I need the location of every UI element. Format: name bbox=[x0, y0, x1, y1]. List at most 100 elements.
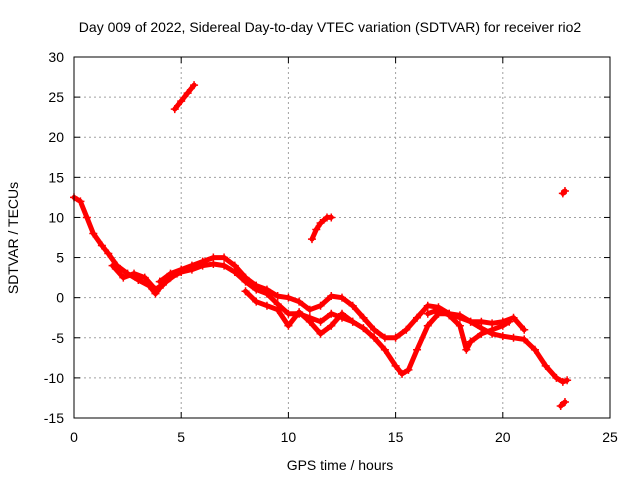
data-point bbox=[520, 335, 529, 344]
x-tick-label: 15 bbox=[388, 429, 404, 445]
y-tick-label: 15 bbox=[48, 169, 64, 185]
data-point bbox=[284, 309, 293, 318]
data-point bbox=[273, 292, 282, 301]
series-arc-low-a bbox=[108, 261, 181, 294]
y-axis-label: SDTVAR / TECUs bbox=[5, 182, 21, 294]
data-point bbox=[477, 317, 486, 326]
data-point bbox=[230, 261, 239, 270]
data-point bbox=[241, 287, 250, 296]
data-point bbox=[404, 365, 413, 374]
data-point bbox=[172, 269, 181, 278]
y-tick-label: 20 bbox=[48, 129, 64, 145]
x-axis-label: GPS time / hours bbox=[287, 457, 394, 473]
data-point bbox=[556, 401, 565, 410]
data-point bbox=[498, 332, 507, 341]
data-point bbox=[295, 297, 304, 306]
data-point bbox=[177, 97, 186, 106]
data-point bbox=[402, 325, 411, 334]
data-point bbox=[498, 321, 507, 330]
data-point bbox=[327, 309, 336, 318]
data-point bbox=[391, 361, 400, 370]
data-point bbox=[505, 317, 514, 326]
x-tick-label: 0 bbox=[70, 429, 78, 445]
y-tick-label: -10 bbox=[44, 370, 64, 386]
series-arc-late-a bbox=[423, 305, 514, 354]
plot-frame bbox=[73, 56, 611, 419]
data-point bbox=[462, 345, 471, 354]
data-point bbox=[359, 324, 368, 333]
x-tick-label: 20 bbox=[495, 429, 511, 445]
data-point bbox=[140, 273, 149, 282]
data-point bbox=[370, 325, 379, 334]
data-point bbox=[252, 281, 261, 290]
data-point bbox=[413, 345, 422, 354]
data-point bbox=[380, 333, 389, 342]
data-point bbox=[558, 377, 567, 386]
data-point bbox=[563, 376, 572, 385]
data-point bbox=[162, 277, 171, 286]
x-tick-label: 10 bbox=[281, 429, 297, 445]
data-point bbox=[423, 301, 432, 310]
x-tick-label: 5 bbox=[177, 429, 185, 445]
data-point bbox=[209, 253, 218, 262]
data-point bbox=[295, 308, 304, 317]
data-point bbox=[552, 373, 561, 382]
series-trace bbox=[425, 307, 512, 353]
data-point bbox=[509, 313, 518, 322]
data-point bbox=[455, 313, 464, 322]
data-point bbox=[466, 337, 475, 346]
data-point bbox=[434, 305, 443, 314]
data-point bbox=[104, 249, 113, 258]
data-point bbox=[316, 301, 325, 310]
data-point bbox=[151, 285, 160, 294]
data-point bbox=[284, 321, 293, 330]
data-point bbox=[312, 225, 321, 234]
data-point bbox=[398, 369, 407, 378]
data-point bbox=[177, 265, 186, 274]
data-point bbox=[307, 235, 316, 244]
data-point bbox=[190, 81, 199, 90]
data-point bbox=[241, 273, 250, 282]
y-tick-label: -5 bbox=[52, 330, 65, 346]
data-point bbox=[530, 345, 539, 354]
y-tick-label: 5 bbox=[56, 250, 64, 266]
data-point bbox=[560, 186, 569, 195]
data-point bbox=[520, 325, 529, 334]
data-point bbox=[359, 313, 368, 322]
data-point bbox=[305, 305, 314, 314]
data-point bbox=[477, 329, 486, 338]
data-point bbox=[327, 292, 336, 301]
y-tick-label: -15 bbox=[44, 410, 64, 426]
data-point bbox=[413, 313, 422, 322]
data-point bbox=[423, 309, 432, 318]
data-point bbox=[327, 321, 336, 330]
series-arc-isolated-b bbox=[556, 397, 569, 410]
data-point bbox=[119, 273, 128, 282]
series-arc-high-b bbox=[307, 213, 336, 244]
series-arc-isolated-a bbox=[558, 186, 569, 198]
data-point bbox=[170, 105, 179, 114]
data-point bbox=[560, 397, 569, 406]
y-tick-label: 25 bbox=[48, 89, 64, 105]
data-point bbox=[541, 361, 550, 370]
data-point bbox=[187, 261, 196, 270]
data-point bbox=[466, 317, 475, 326]
y-tick-label: 0 bbox=[56, 290, 64, 306]
data-point bbox=[252, 297, 261, 306]
data-point bbox=[348, 317, 357, 326]
data-point bbox=[423, 321, 432, 330]
chart-title: Day 009 of 2022, Sidereal Day-to-day VTE… bbox=[79, 19, 582, 35]
data-point bbox=[316, 317, 325, 326]
data-point bbox=[338, 309, 346, 318]
data-point bbox=[380, 345, 389, 354]
data-point bbox=[316, 219, 325, 228]
x-tick-label: 25 bbox=[602, 429, 618, 445]
data-point bbox=[82, 213, 91, 222]
data-point bbox=[183, 89, 192, 98]
series-arc-high-a bbox=[170, 81, 199, 114]
data-point bbox=[509, 333, 518, 342]
data-point bbox=[262, 285, 271, 294]
data-point bbox=[273, 305, 282, 314]
